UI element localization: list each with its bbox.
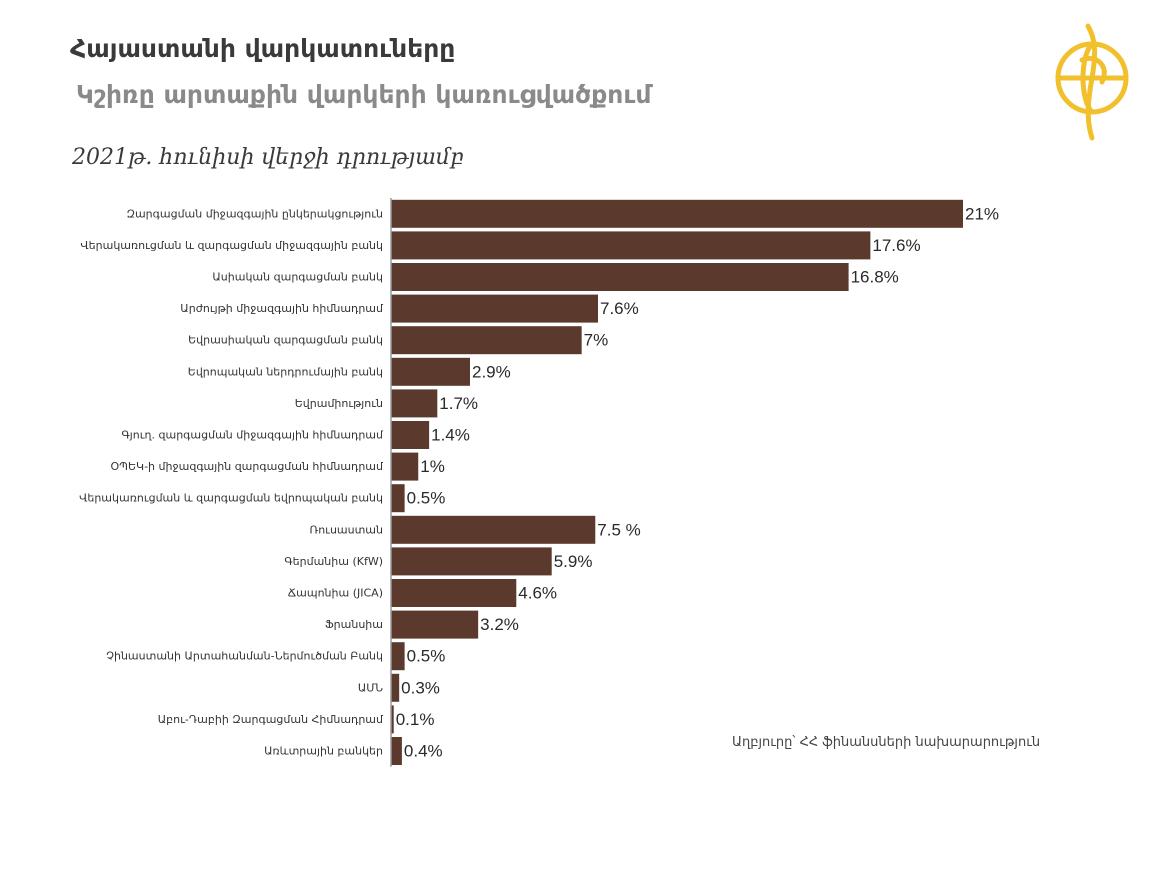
bar (391, 263, 849, 291)
bar (391, 199, 963, 228)
value-label: 7.6% (600, 299, 639, 318)
category-label: Գերմանիա (KfW) (284, 555, 383, 568)
value-label: 5.9% (554, 552, 593, 571)
category-label: Վերակառուցման և զարգացման եվրոպական բանկ (79, 492, 383, 505)
bar (391, 547, 552, 576)
bar (391, 389, 438, 418)
category-label: Եվրոպական ներդրումային բանկ (188, 365, 383, 378)
value-label: 0.3% (401, 678, 440, 697)
bar (391, 673, 400, 702)
bar (391, 610, 479, 639)
bar (391, 421, 430, 449)
bar (391, 484, 405, 513)
value-label: 4.6% (518, 584, 557, 603)
category-label: Ֆրանսիա (325, 618, 383, 631)
source-note: Աղբյուրը՝ ՀՀ ֆինանսների նախարարություն (732, 735, 1041, 750)
category-label: Ռուսաստան (309, 523, 383, 536)
bar (391, 705, 394, 734)
category-label: ԱՄՆ (358, 681, 383, 694)
category-label: Չինաստանի Արտահանման-Ներմուծման Բանկ (106, 650, 383, 663)
category-label: Եվրասիական զարգացման բանկ (188, 334, 383, 347)
bar (391, 326, 582, 355)
category-label: Ճապոնիա (JICA) (288, 587, 383, 600)
value-label: 7.5 % (597, 520, 640, 539)
page-subtitle: Կշիռը արտաքին վարկերի կառուցվածքում (76, 80, 652, 109)
value-label: 0.4% (404, 742, 443, 761)
value-label: 2.9% (472, 362, 511, 381)
value-label: 3.2% (480, 615, 519, 634)
golden-emblem-icon (1055, 23, 1129, 141)
bar (391, 452, 419, 481)
category-label: ՕՊԵԿ-ի միջազգային զարգացման հիմնադրամ (111, 460, 385, 473)
bar (391, 515, 596, 544)
category-label: Զարգացման միջազգային ընկերակցություն (126, 207, 383, 220)
category-label: Արժույթի միջազգային հիմնադրամ (180, 302, 384, 315)
value-label: 7% (584, 331, 609, 350)
value-label: 17.6% (872, 236, 920, 255)
category-label: Գյուղ. զարգացման միջազգային հիմնադրամ (122, 429, 384, 442)
value-label: 21% (965, 204, 999, 223)
bar (391, 294, 599, 323)
value-label: 0.5% (407, 647, 446, 666)
category-label: Առևտրային բանկեր (264, 745, 383, 758)
category-label: Եվրամիություն (295, 397, 383, 410)
bar (391, 579, 517, 607)
value-label: 1.7% (439, 394, 478, 413)
category-label: Վերակառուցման և զարգացման միջազգային բան… (80, 239, 383, 252)
value-label: 1% (420, 457, 445, 476)
value-label: 1.4% (431, 426, 470, 445)
value-label: 16.8% (851, 268, 899, 287)
bar (391, 642, 405, 671)
page-title: Հայաստանի վարկատուները (70, 34, 456, 63)
date-note: 2021թ. հունիսի վերջի դրությամբ (72, 145, 464, 170)
bar (391, 231, 871, 260)
value-label: 0.1% (396, 710, 435, 729)
category-label: Ասիական զարգացման բանկ (212, 271, 383, 284)
value-label: 0.5% (407, 489, 446, 508)
category-label: Աբու-Դաբիի Զարգացման Հիմնադրամ (158, 713, 384, 726)
bar (391, 737, 402, 765)
bar (391, 357, 470, 386)
